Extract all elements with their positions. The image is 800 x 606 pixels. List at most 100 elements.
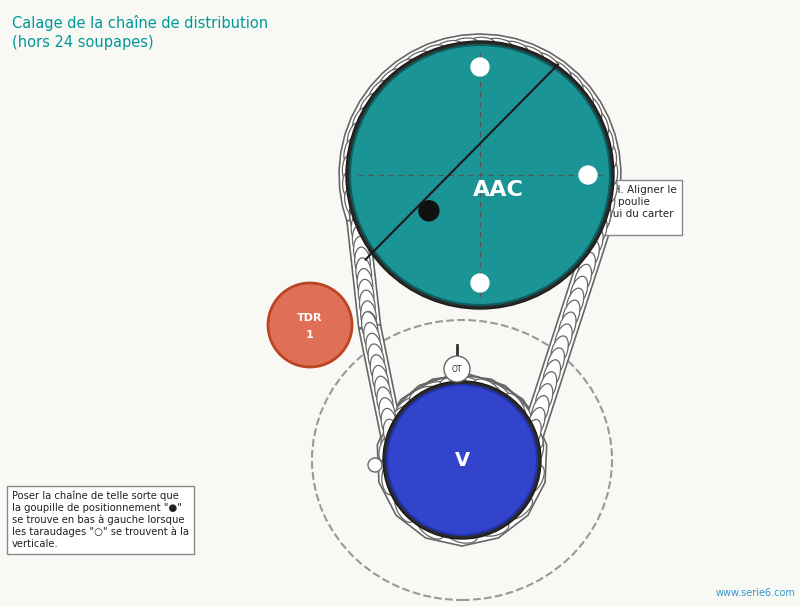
Ellipse shape [344,139,359,169]
Text: 1: 1 [306,330,314,340]
Circle shape [579,166,597,184]
Text: V: V [454,450,470,470]
Ellipse shape [378,69,402,94]
Text: Calage de la chaîne de distribution: Calage de la chaîne de distribution [12,15,268,31]
Ellipse shape [352,107,370,137]
Text: www.serie6.com: www.serie6.com [715,588,795,598]
Polygon shape [347,218,381,328]
Ellipse shape [551,336,568,365]
Ellipse shape [531,396,549,425]
Circle shape [350,45,610,305]
Ellipse shape [354,247,370,278]
Ellipse shape [600,139,617,169]
Polygon shape [378,375,546,546]
Ellipse shape [535,384,553,413]
Ellipse shape [382,464,398,495]
Ellipse shape [582,241,599,270]
Ellipse shape [562,300,580,330]
Ellipse shape [447,527,477,543]
Ellipse shape [594,205,611,235]
Ellipse shape [394,494,414,522]
Ellipse shape [547,348,565,378]
Ellipse shape [574,264,591,294]
Ellipse shape [586,228,603,258]
Ellipse shape [539,371,557,401]
Ellipse shape [350,205,366,235]
Ellipse shape [602,155,618,186]
Ellipse shape [395,396,422,418]
Ellipse shape [370,355,386,385]
Ellipse shape [377,387,393,418]
Ellipse shape [454,376,483,394]
Ellipse shape [342,155,358,186]
Circle shape [268,283,352,367]
Ellipse shape [418,517,443,539]
Ellipse shape [345,188,362,218]
Text: Poser la chaîne de telle sorte que
la goupille de positionnement "●"
se trouve e: Poser la chaîne de telle sorte que la go… [12,491,189,549]
Ellipse shape [347,122,364,153]
Ellipse shape [362,311,378,342]
Ellipse shape [478,520,509,536]
Ellipse shape [402,51,430,72]
Ellipse shape [578,252,595,282]
Ellipse shape [368,344,384,375]
Ellipse shape [590,216,607,246]
Ellipse shape [566,288,584,318]
Circle shape [387,385,537,535]
Ellipse shape [602,171,617,202]
Ellipse shape [388,405,413,429]
Ellipse shape [351,215,367,245]
Ellipse shape [543,360,561,390]
Ellipse shape [522,421,543,448]
Ellipse shape [506,497,533,519]
Ellipse shape [352,225,368,256]
Ellipse shape [474,379,502,400]
Ellipse shape [558,312,576,342]
Ellipse shape [379,433,398,462]
Text: Cylindre n°1 au P.M.H. Aligner le
repère  "OT"  sur  la  poulie
vilebrequin avec: Cylindre n°1 au P.M.H. Aligner le repère… [508,185,677,230]
Ellipse shape [383,419,400,450]
Ellipse shape [410,387,439,404]
Polygon shape [339,34,621,223]
Ellipse shape [595,123,614,152]
Circle shape [471,58,489,76]
Ellipse shape [368,81,390,107]
Ellipse shape [594,205,610,235]
Ellipse shape [342,172,358,202]
Ellipse shape [366,333,382,364]
Ellipse shape [524,419,542,449]
Ellipse shape [528,431,543,462]
Ellipse shape [358,279,374,310]
Ellipse shape [498,41,528,58]
Text: AAC: AAC [473,180,523,200]
Ellipse shape [359,93,379,121]
Text: TDR: TDR [298,313,322,323]
Ellipse shape [465,37,495,53]
Ellipse shape [374,376,391,407]
Ellipse shape [379,398,395,428]
Ellipse shape [525,465,544,493]
Ellipse shape [589,108,609,136]
Ellipse shape [361,301,376,331]
Ellipse shape [350,204,366,235]
Ellipse shape [373,365,389,396]
Ellipse shape [362,311,378,342]
Ellipse shape [381,408,398,439]
Ellipse shape [514,402,533,431]
Ellipse shape [570,81,594,106]
Ellipse shape [599,188,615,219]
Ellipse shape [544,60,571,81]
Circle shape [444,356,470,382]
Ellipse shape [505,393,526,421]
Ellipse shape [354,236,370,267]
Ellipse shape [530,52,558,72]
Ellipse shape [528,408,545,438]
Circle shape [368,458,382,472]
Ellipse shape [554,324,572,354]
Ellipse shape [440,378,470,393]
Ellipse shape [432,41,462,58]
Circle shape [383,381,541,539]
Ellipse shape [558,70,583,93]
Polygon shape [522,216,613,438]
Ellipse shape [514,45,543,63]
